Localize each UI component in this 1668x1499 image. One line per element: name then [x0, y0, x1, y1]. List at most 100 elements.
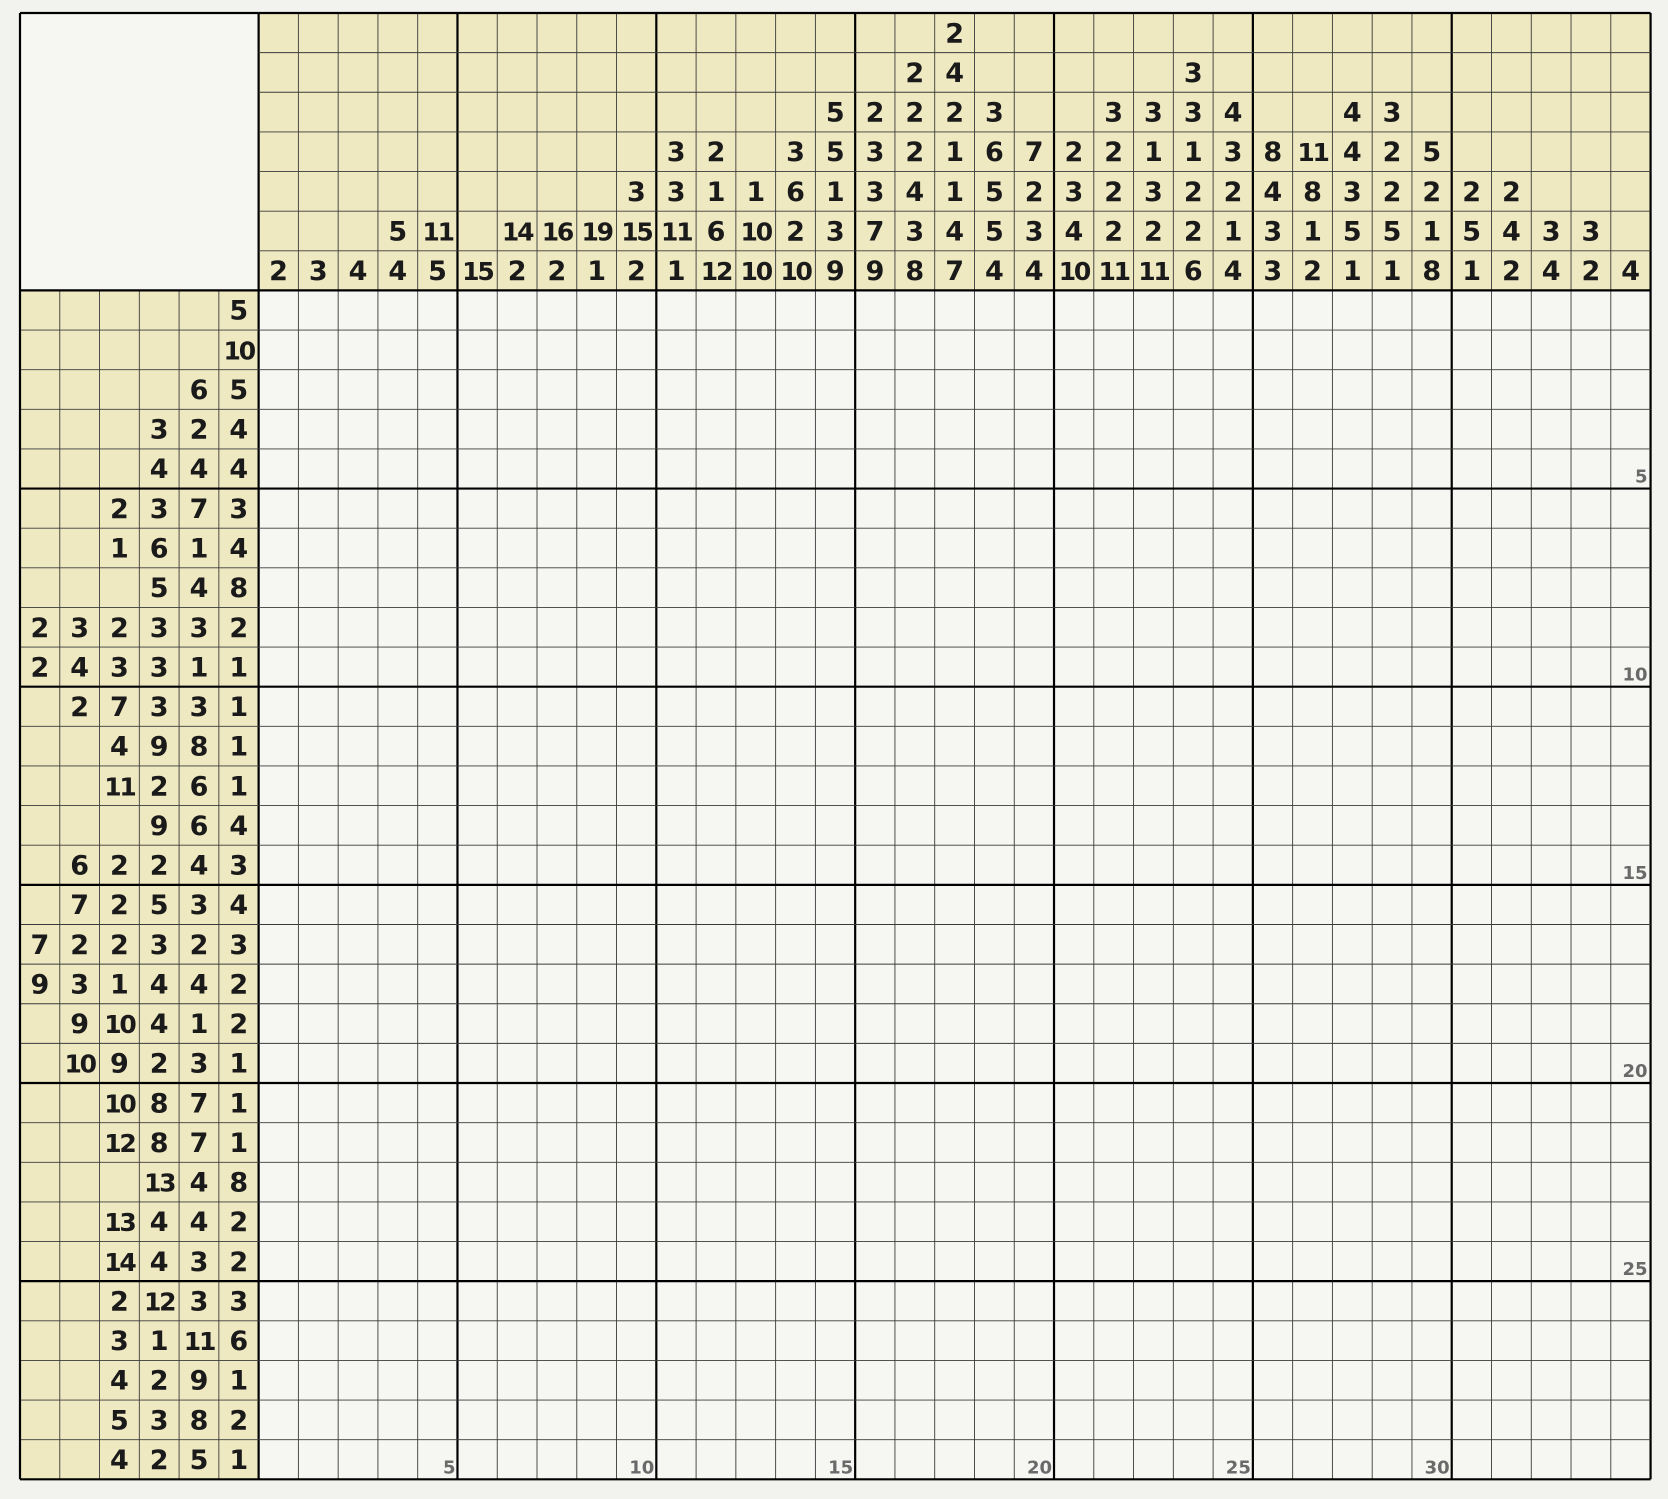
- column-clue-number: 3: [1104, 98, 1123, 129]
- row-clue-number: 8: [229, 573, 248, 604]
- row-clue-number: 1: [229, 1445, 248, 1476]
- row-clue-number: 1: [229, 652, 248, 683]
- column-clue-number: 15: [462, 257, 493, 286]
- row-clue-number: 3: [190, 692, 209, 723]
- column-clue-number: 4: [1263, 177, 1282, 208]
- column-clue-number: 3: [826, 216, 845, 247]
- row-index-label: 10: [1623, 665, 1648, 686]
- row-clue-number: 3: [190, 1247, 209, 1278]
- column-clue-number: 2: [905, 98, 924, 129]
- column-clue-number: 4: [1502, 216, 1521, 247]
- column-clue-number: 1: [746, 177, 765, 208]
- row-clue-number: 9: [70, 1009, 89, 1040]
- column-clue-number: 2: [1104, 137, 1123, 168]
- column-clue-number: 3: [1025, 216, 1044, 247]
- column-clue-number: 1: [1144, 137, 1163, 168]
- column-clue-number: 11: [422, 217, 453, 246]
- column-clue-number: 2: [1184, 177, 1203, 208]
- column-clue-number: 3: [1184, 58, 1203, 89]
- column-clue-number: 4: [905, 177, 924, 208]
- column-clue-number: 9: [826, 256, 845, 287]
- corner-blank: [20, 13, 258, 290]
- column-clue-number: 4: [985, 256, 1004, 287]
- column-clue-number: 1: [945, 137, 964, 168]
- row-clue-number: 2: [70, 692, 89, 723]
- row-clue-number: 8: [150, 1088, 169, 1119]
- column-clue-number: 3: [866, 177, 885, 208]
- column-clue-number: 5: [1422, 137, 1441, 168]
- row-clue-number: 3: [70, 613, 89, 644]
- column-clue-number: 2: [786, 216, 805, 247]
- column-clue-number: 3: [1184, 98, 1203, 129]
- column-clue-number: 2: [1383, 137, 1402, 168]
- row-clue-number: 1: [229, 1128, 248, 1159]
- row-clue-number: 4: [229, 534, 248, 565]
- column-clue-number: 12: [701, 257, 732, 286]
- column-clue-number: 3: [1263, 256, 1282, 287]
- row-clue-number: 3: [190, 613, 209, 644]
- column-clue-number: 2: [1383, 177, 1402, 208]
- row-clue-number: 13: [104, 1208, 135, 1237]
- row-clue-number: 3: [70, 969, 89, 1000]
- row-clue-number: 9: [110, 1049, 129, 1080]
- row-clue-number: 3: [229, 851, 248, 882]
- column-clue-number: 2: [1422, 177, 1441, 208]
- row-clue-number: 3: [150, 613, 169, 644]
- row-clue-number: 2: [229, 1247, 248, 1278]
- row-clue-number: 1: [229, 692, 248, 723]
- row-clue-number: 6: [70, 851, 89, 882]
- row-clue-number: 4: [150, 1009, 169, 1040]
- row-clue-number: 3: [229, 494, 248, 525]
- row-clue-number: 5: [150, 890, 169, 921]
- column-clue-number: 5: [388, 216, 407, 247]
- row-clue-number: 4: [229, 454, 248, 485]
- column-clue-number: 3: [905, 216, 924, 247]
- column-clue-number: 2: [945, 18, 964, 49]
- column-index-label: 15: [828, 1457, 853, 1478]
- row-clue-number: 3: [110, 652, 129, 683]
- row-clue-number: 1: [190, 534, 209, 565]
- column-clue-number: 19: [581, 217, 612, 246]
- row-clue-number: 10: [104, 1089, 136, 1118]
- column-clue-number: 2: [508, 256, 527, 287]
- column-clue-number: 4: [1224, 98, 1243, 129]
- row-clue-number: 1: [229, 1088, 248, 1119]
- row-clue-number: 1: [190, 1009, 209, 1040]
- column-clue-number: 8: [1263, 137, 1282, 168]
- column-clue-number: 3: [1383, 98, 1402, 129]
- row-clue-number: 2: [70, 930, 89, 961]
- column-clue-number: 8: [905, 256, 924, 287]
- column-clue-number: 2: [627, 256, 646, 287]
- column-index-label: 10: [629, 1457, 654, 1478]
- column-clue-number: 8: [1422, 256, 1441, 287]
- column-clue-number: 6: [707, 216, 726, 247]
- row-clue-number: 7: [70, 890, 89, 921]
- row-clue-number: 2: [110, 613, 129, 644]
- column-clue-number: 10: [741, 217, 773, 246]
- column-clue-number: 5: [428, 256, 447, 287]
- column-index-label: 20: [1027, 1457, 1052, 1478]
- column-clue-number: 1: [667, 256, 686, 287]
- column-clue-number: 11: [661, 217, 692, 246]
- column-clue-number: 5: [826, 137, 845, 168]
- column-clue-number: 4: [1343, 98, 1362, 129]
- column-clue-number: 1: [1343, 256, 1362, 287]
- column-clue-number: 5: [985, 177, 1004, 208]
- row-clue-number: 6: [229, 1326, 248, 1357]
- row-clue-number: 6: [190, 771, 209, 802]
- row-clue-number: 9: [150, 732, 169, 763]
- column-clue-number: 4: [1025, 256, 1044, 287]
- row-clue-number: 8: [190, 1405, 209, 1436]
- column-clue-number: 2: [945, 98, 964, 129]
- row-clue-number: 9: [30, 969, 49, 1000]
- row-clue-number: 1: [229, 732, 248, 763]
- column-clue-number: 3: [1263, 216, 1282, 247]
- column-clue-number: 2: [1303, 256, 1322, 287]
- column-clue-number: 2: [905, 137, 924, 168]
- column-clue-number: 2: [1104, 177, 1123, 208]
- row-clue-number: 2: [150, 1366, 169, 1397]
- row-clue-number: 2: [229, 969, 248, 1000]
- row-clue-number: 6: [150, 534, 169, 565]
